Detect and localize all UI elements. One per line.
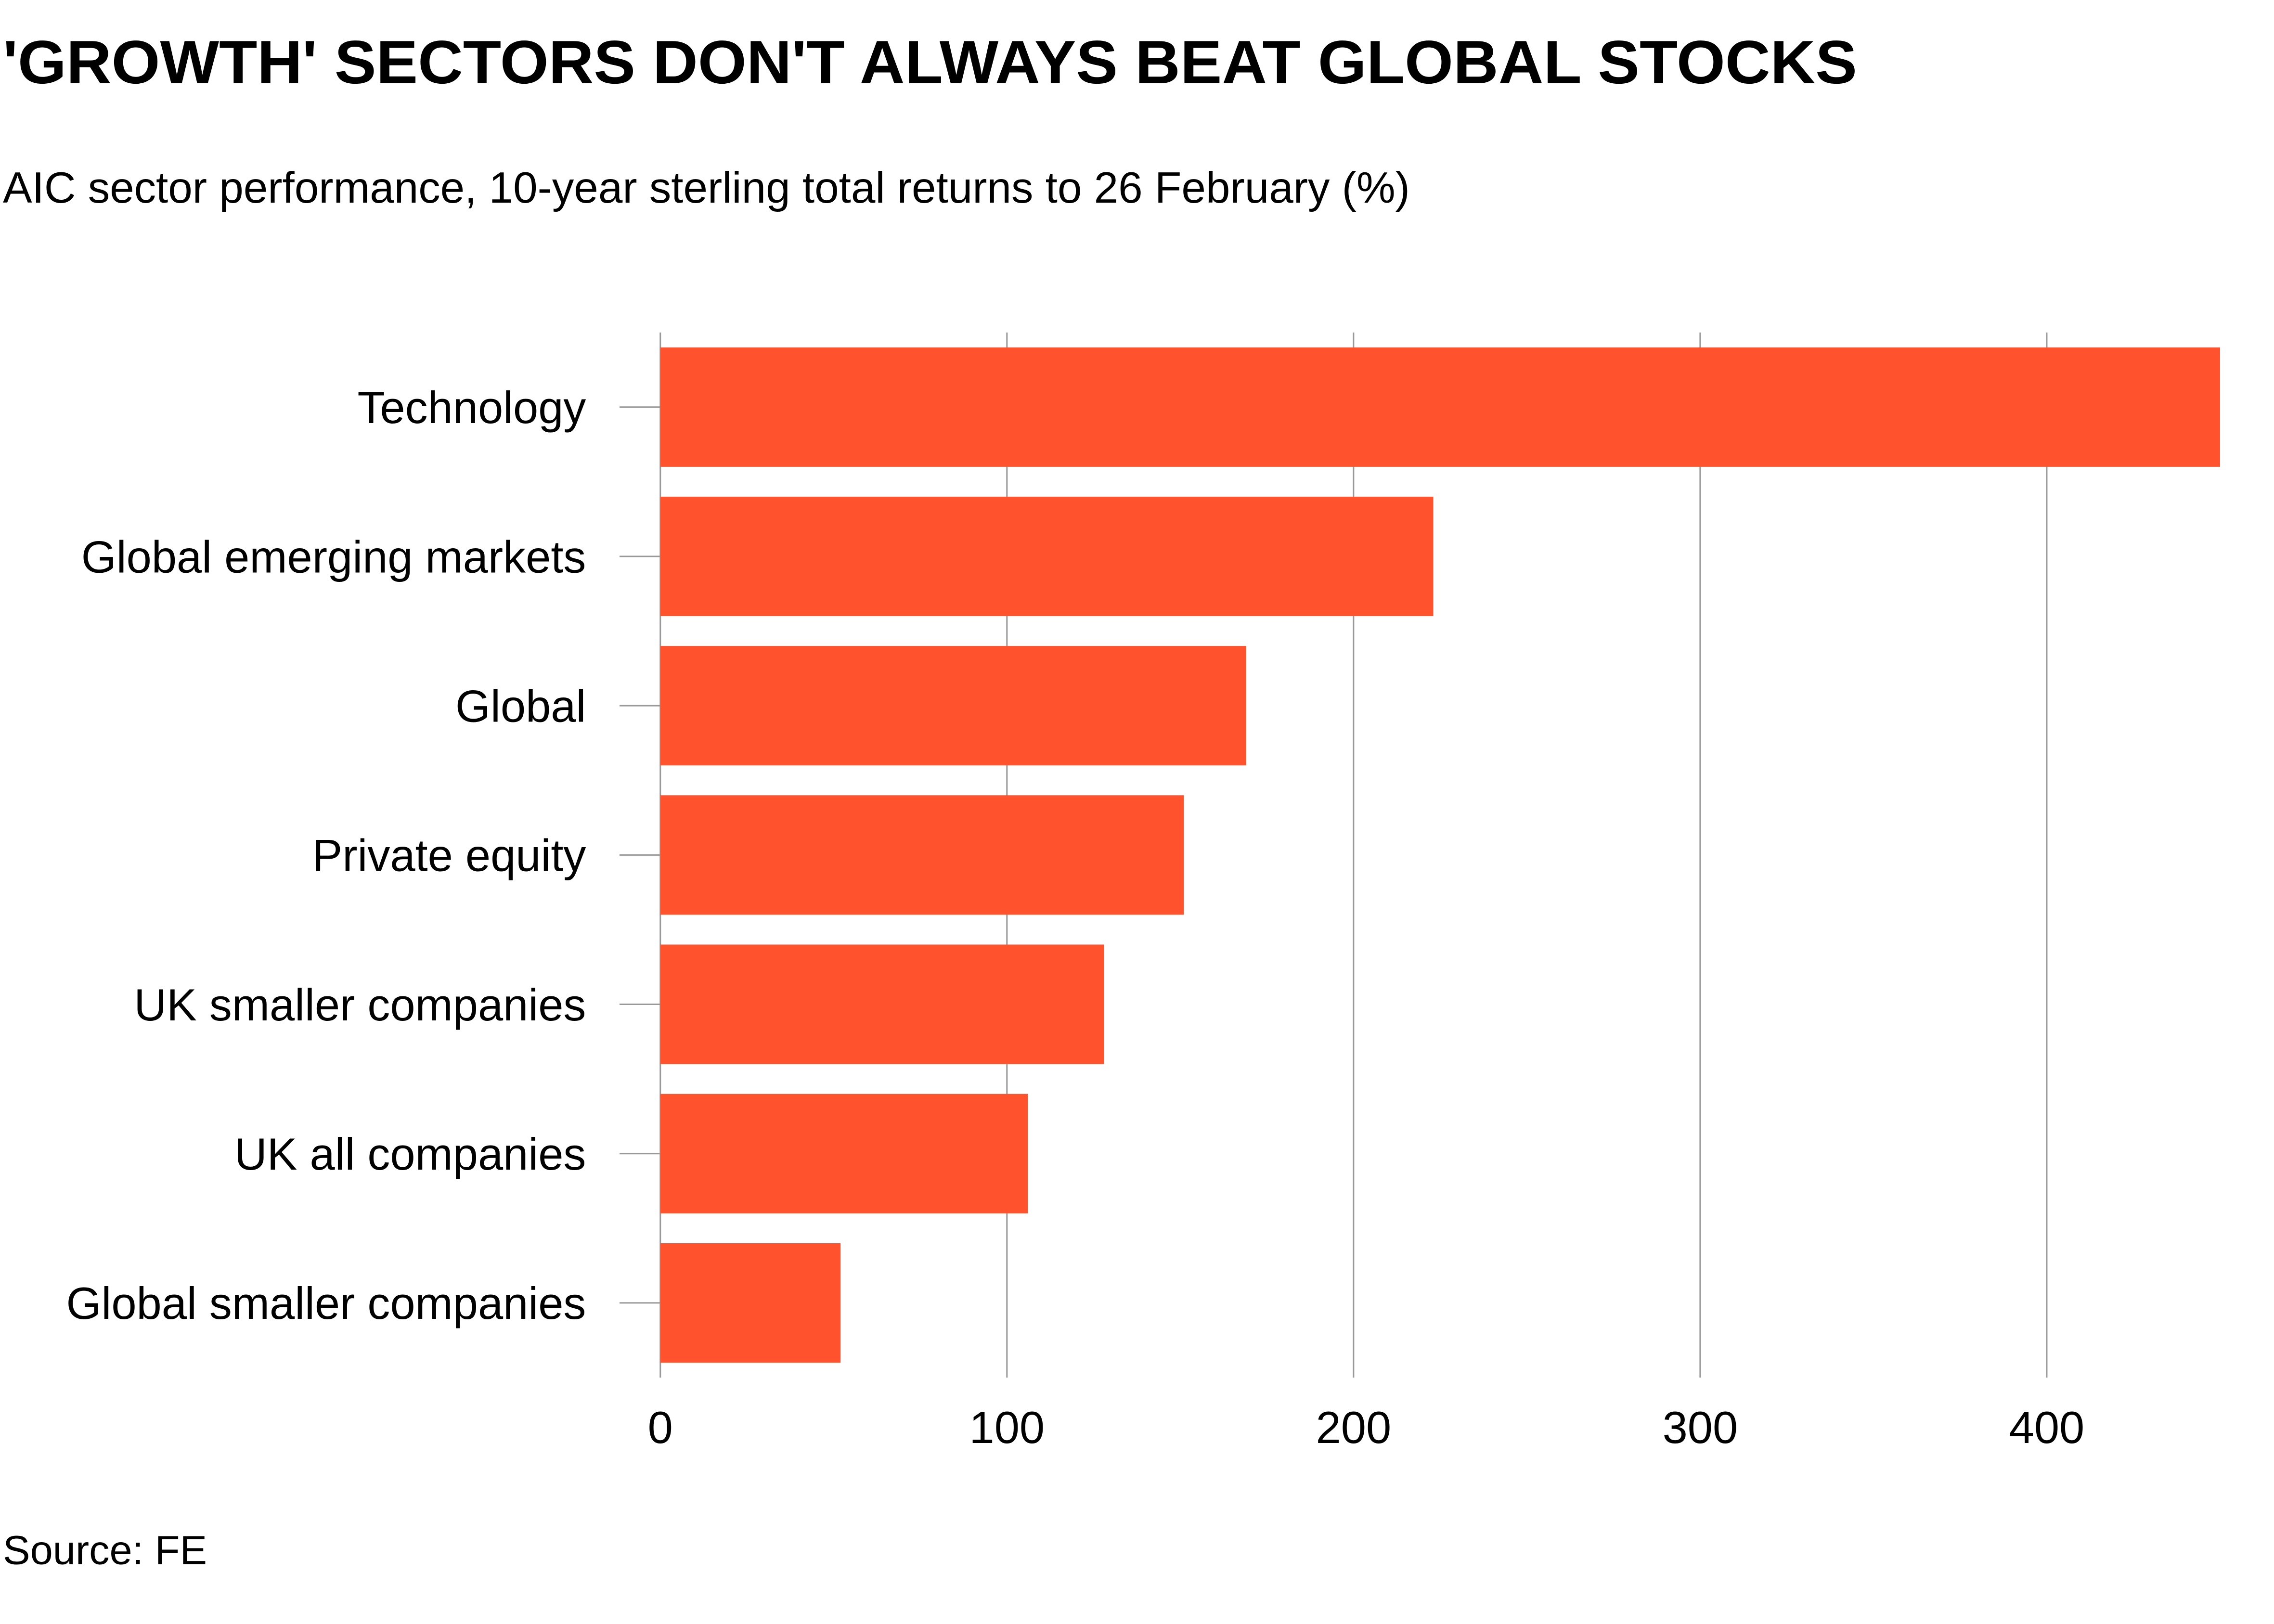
y-tick-label: Global emerging markets [81,531,586,582]
bar [660,347,2220,467]
x-tick-label: 100 [969,1402,1045,1453]
bar [660,496,1434,617]
x-tick-label: 300 [1663,1402,1738,1453]
bar [660,795,1184,915]
chart-subtitle: AIC sector performance, 10-year sterling… [3,164,1410,212]
bar [660,1094,1028,1213]
y-tick-label: UK all companies [234,1129,586,1179]
bar [660,646,1246,766]
source: Source: FE [3,1527,207,1573]
y-tick-label: UK smaller companies [134,980,586,1030]
bar [660,1243,841,1363]
y-tick-label: Private equity [312,830,586,881]
bar [660,944,1104,1064]
y-tick-label: Global [455,681,586,731]
chart-title: 'GROWTH' SECTORS DON'T ALWAYS BEAT GLOBA… [3,28,1857,96]
y-tick-label: Technology [357,382,586,433]
x-tick-label: 200 [1316,1402,1392,1453]
x-tick-label: 400 [2009,1402,2085,1453]
x-tick-label: 0 [648,1402,673,1453]
y-tick-label: Global smaller companies [66,1278,586,1328]
